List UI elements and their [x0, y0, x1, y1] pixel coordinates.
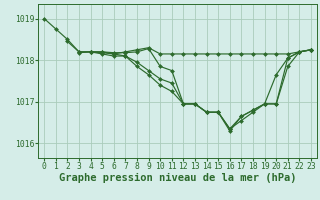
X-axis label: Graphe pression niveau de la mer (hPa): Graphe pression niveau de la mer (hPa): [59, 173, 296, 183]
